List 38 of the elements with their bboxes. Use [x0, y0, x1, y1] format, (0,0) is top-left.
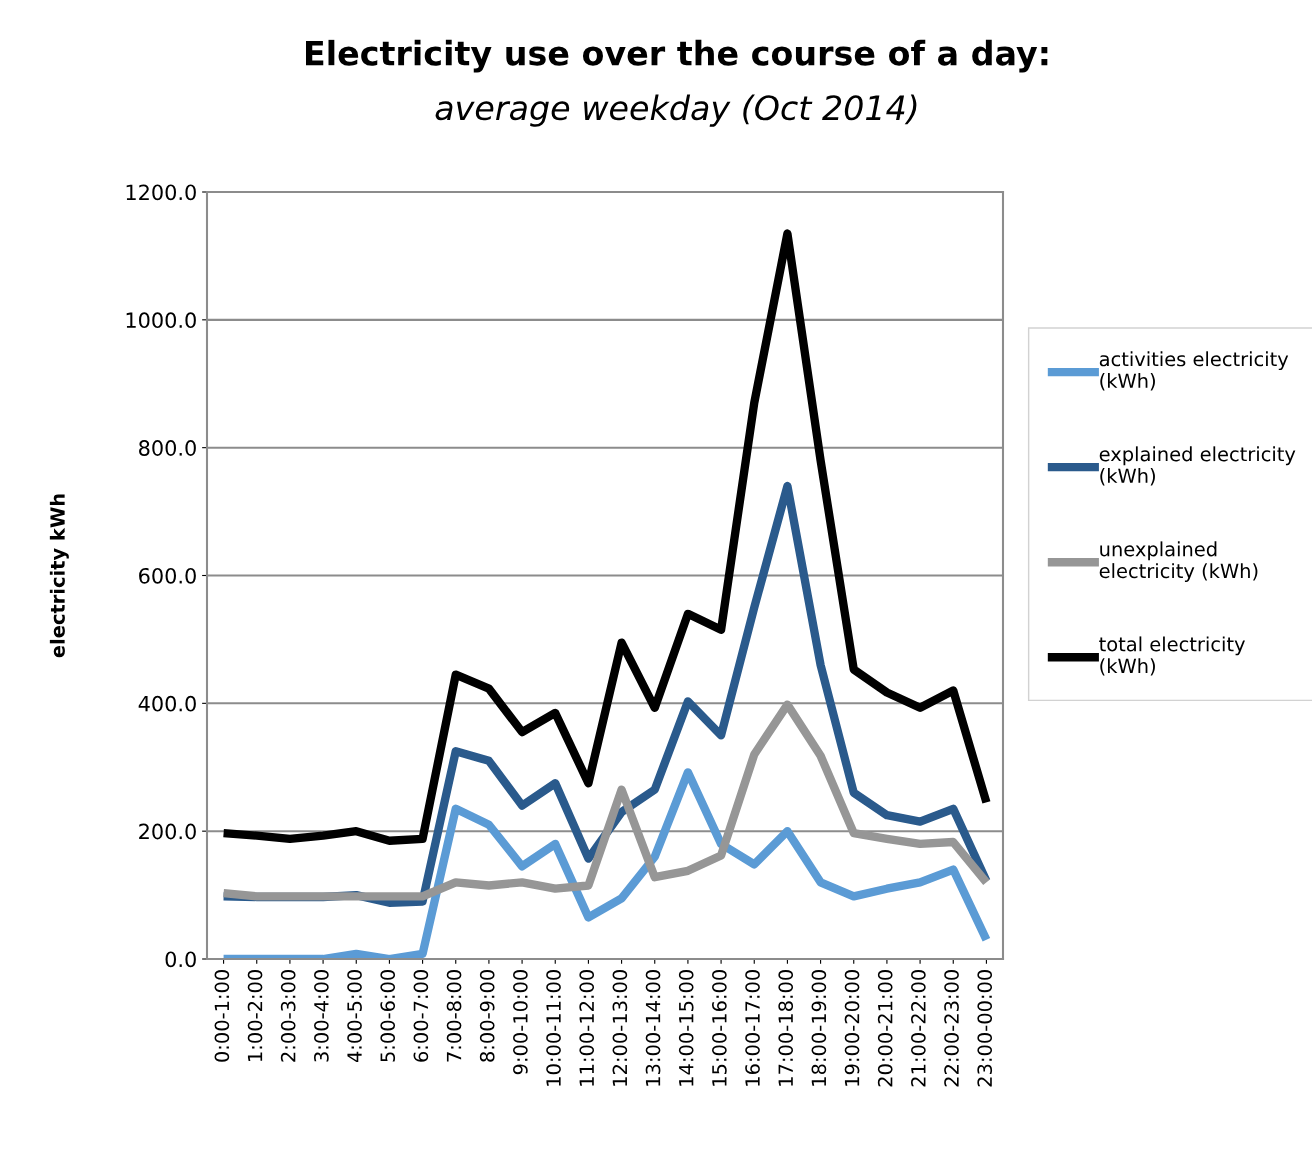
x-tick-label: 10:00-11:00 [546, 970, 561, 1086]
x-tick-label: 17:00-18:00 [778, 970, 794, 1086]
chart-title: Electricity use over the course of a day: [306, 39, 1048, 73]
x-tick-label: 19:00-20:00 [844, 970, 860, 1086]
legend-label: activities electricity (kWh) [1099, 351, 1289, 391]
x-tick-label: 21:00-22:00 [911, 970, 926, 1087]
x-tick-label: 8:00-9:00 [479, 970, 495, 1062]
x-tick-label: 6:00-7:00 [413, 970, 429, 1062]
x-tick-label: 20:00-21:00 [877, 970, 893, 1087]
x-tick-label: 12:00-13:00 [612, 970, 628, 1086]
x-tick-label: 18:00-19:00 [811, 970, 827, 1086]
x-tick-label: 4:00-5:00 [347, 970, 362, 1063]
y-axis-title: electricity kWh [49, 494, 69, 658]
chart-subtitle: average weekday (Oct 2014) [435, 94, 917, 127]
legend-label: total electricity (kWh) [1099, 636, 1245, 676]
y-tick-label: 200.0 [139, 823, 196, 840]
x-tick-label: 0:00-1:00 [214, 970, 230, 1062]
x-tick-label: 15:00-16:00 [712, 970, 727, 1086]
x-tick-label: 7:00-8:00 [446, 970, 462, 1062]
legend-label: explained electricity (kWh) [1099, 446, 1296, 486]
x-tick-label: 1:00-2:00 [247, 970, 263, 1061]
y-tick-label: 1200.0 [126, 184, 196, 201]
y-tick-label: 800.0 [139, 440, 196, 456]
x-tick-label: 14:00-15:00 [678, 970, 694, 1086]
legend-label: unexplained electricity (kWh) [1099, 541, 1258, 582]
x-tick-label: 3:00-4:00 [314, 970, 329, 1062]
y-tick-label: 0.0 [165, 951, 196, 968]
y-tick-label: 1000.0 [126, 312, 196, 329]
x-tick-label: 5:00-6:00 [380, 970, 396, 1062]
x-tick-label: 16:00-17:00 [745, 970, 760, 1086]
y-tick-label: 600.0 [139, 567, 196, 584]
y-tick-label: 400.0 [138, 695, 196, 712]
x-tick-label: 9:00-10:00 [513, 970, 528, 1075]
x-tick-label: 23:00-00:00 [977, 970, 993, 1087]
x-tick-label: 11:00-12:00 [579, 970, 595, 1086]
x-tick-label: 2:00-3:00 [280, 970, 296, 1062]
x-tick-label: 13:00-14:00 [645, 970, 661, 1086]
x-tick-label: 22:00-23:00 [944, 970, 959, 1087]
